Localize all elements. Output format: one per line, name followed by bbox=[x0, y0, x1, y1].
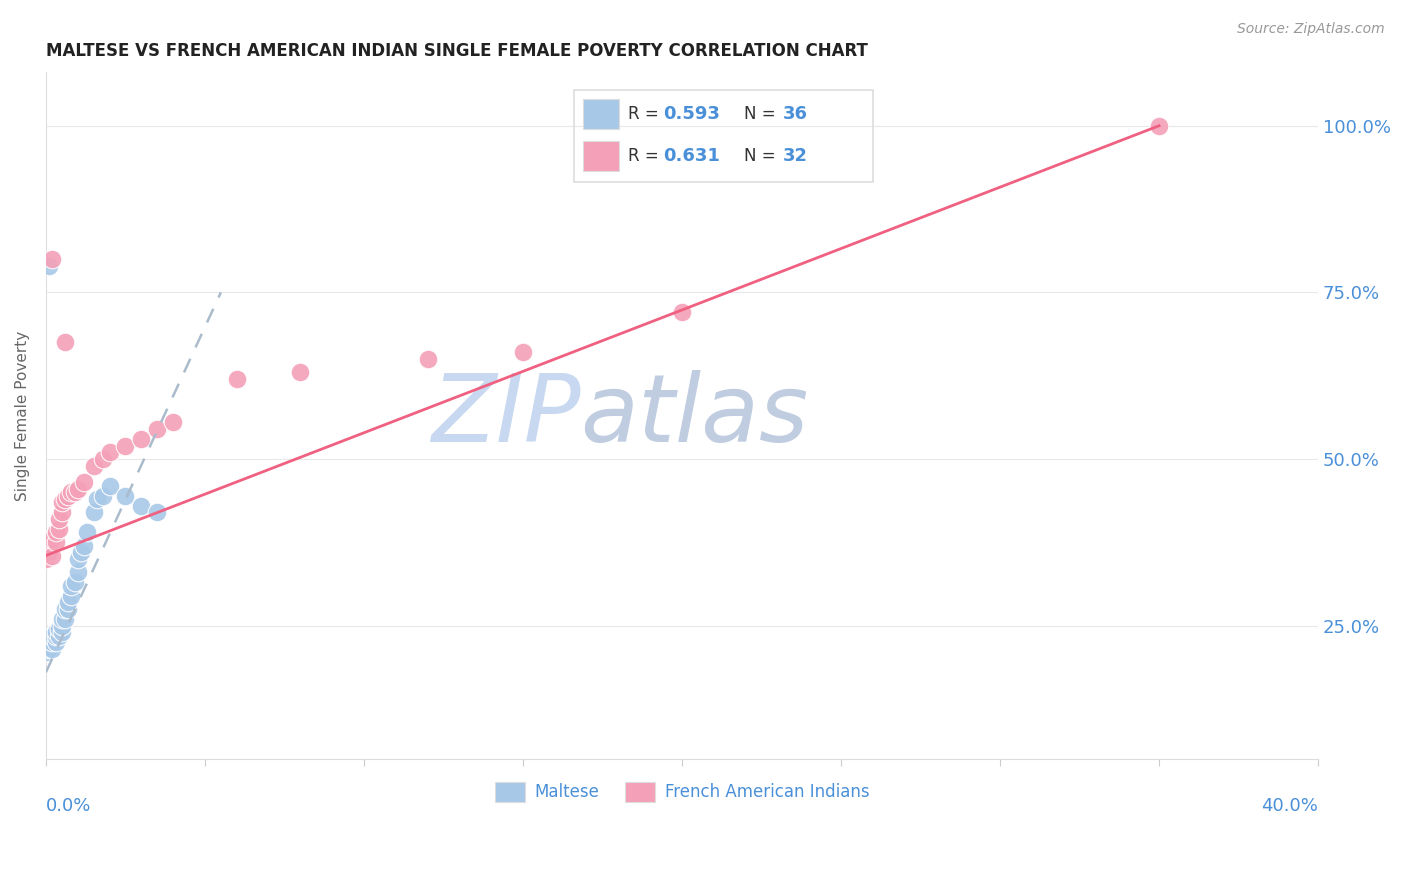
Point bbox=[41, 641, 63, 656]
Point bbox=[41, 549, 63, 563]
Point bbox=[146, 505, 169, 519]
Point bbox=[38, 632, 60, 646]
Text: 40.0%: 40.0% bbox=[1261, 797, 1319, 814]
Point bbox=[44, 628, 66, 642]
Point bbox=[671, 305, 693, 319]
Point bbox=[66, 482, 89, 496]
Point bbox=[58, 602, 80, 616]
Point bbox=[58, 595, 80, 609]
Point bbox=[48, 622, 70, 636]
Point bbox=[91, 489, 114, 503]
Point bbox=[131, 432, 153, 446]
Point bbox=[58, 489, 80, 503]
Point bbox=[73, 475, 96, 490]
Point bbox=[416, 351, 439, 366]
Point bbox=[114, 489, 136, 503]
Point bbox=[38, 635, 60, 649]
Point bbox=[76, 525, 98, 540]
Point bbox=[38, 641, 60, 656]
Point bbox=[38, 539, 60, 553]
Point bbox=[53, 612, 76, 626]
Text: MALTESE VS FRENCH AMERICAN INDIAN SINGLE FEMALE POVERTY CORRELATION CHART: MALTESE VS FRENCH AMERICAN INDIAN SINGLE… bbox=[46, 42, 868, 60]
Point bbox=[41, 628, 63, 642]
Text: 0.0%: 0.0% bbox=[46, 797, 91, 814]
Point bbox=[98, 445, 121, 459]
Point bbox=[53, 602, 76, 616]
Point bbox=[41, 252, 63, 266]
Point bbox=[44, 635, 66, 649]
Point bbox=[60, 589, 83, 603]
Point bbox=[51, 618, 73, 632]
Point bbox=[53, 491, 76, 506]
Point bbox=[83, 458, 105, 473]
Point bbox=[51, 495, 73, 509]
Point bbox=[38, 545, 60, 559]
Point bbox=[35, 639, 58, 653]
Point bbox=[44, 625, 66, 640]
Point bbox=[35, 645, 58, 659]
Point bbox=[51, 612, 73, 626]
Text: atlas: atlas bbox=[581, 370, 808, 461]
Point bbox=[162, 415, 184, 429]
Point bbox=[41, 532, 63, 546]
Point bbox=[114, 439, 136, 453]
Point bbox=[225, 372, 247, 386]
Point bbox=[1147, 119, 1170, 133]
Point bbox=[86, 491, 108, 506]
Point bbox=[48, 522, 70, 536]
Point bbox=[48, 512, 70, 526]
Point bbox=[35, 552, 58, 566]
Point bbox=[91, 451, 114, 466]
Point bbox=[131, 499, 153, 513]
Point bbox=[63, 485, 86, 500]
Point bbox=[51, 625, 73, 640]
Point bbox=[44, 535, 66, 549]
Point bbox=[66, 565, 89, 579]
Text: ZIP: ZIP bbox=[430, 370, 581, 461]
Point bbox=[53, 335, 76, 350]
Point bbox=[60, 578, 83, 592]
Text: Source: ZipAtlas.com: Source: ZipAtlas.com bbox=[1237, 22, 1385, 37]
Point bbox=[83, 505, 105, 519]
Point bbox=[44, 525, 66, 540]
Point bbox=[70, 545, 93, 559]
Point bbox=[66, 552, 89, 566]
Point bbox=[73, 539, 96, 553]
Point bbox=[290, 365, 312, 379]
Legend: Maltese, French American Indians: Maltese, French American Indians bbox=[488, 775, 876, 809]
Point bbox=[146, 422, 169, 436]
Point bbox=[38, 259, 60, 273]
Y-axis label: Single Female Poverty: Single Female Poverty bbox=[15, 330, 30, 500]
Point bbox=[48, 628, 70, 642]
Point bbox=[60, 485, 83, 500]
Point bbox=[512, 345, 534, 359]
Point bbox=[41, 635, 63, 649]
Point bbox=[51, 505, 73, 519]
Point bbox=[63, 575, 86, 590]
Point bbox=[98, 478, 121, 492]
